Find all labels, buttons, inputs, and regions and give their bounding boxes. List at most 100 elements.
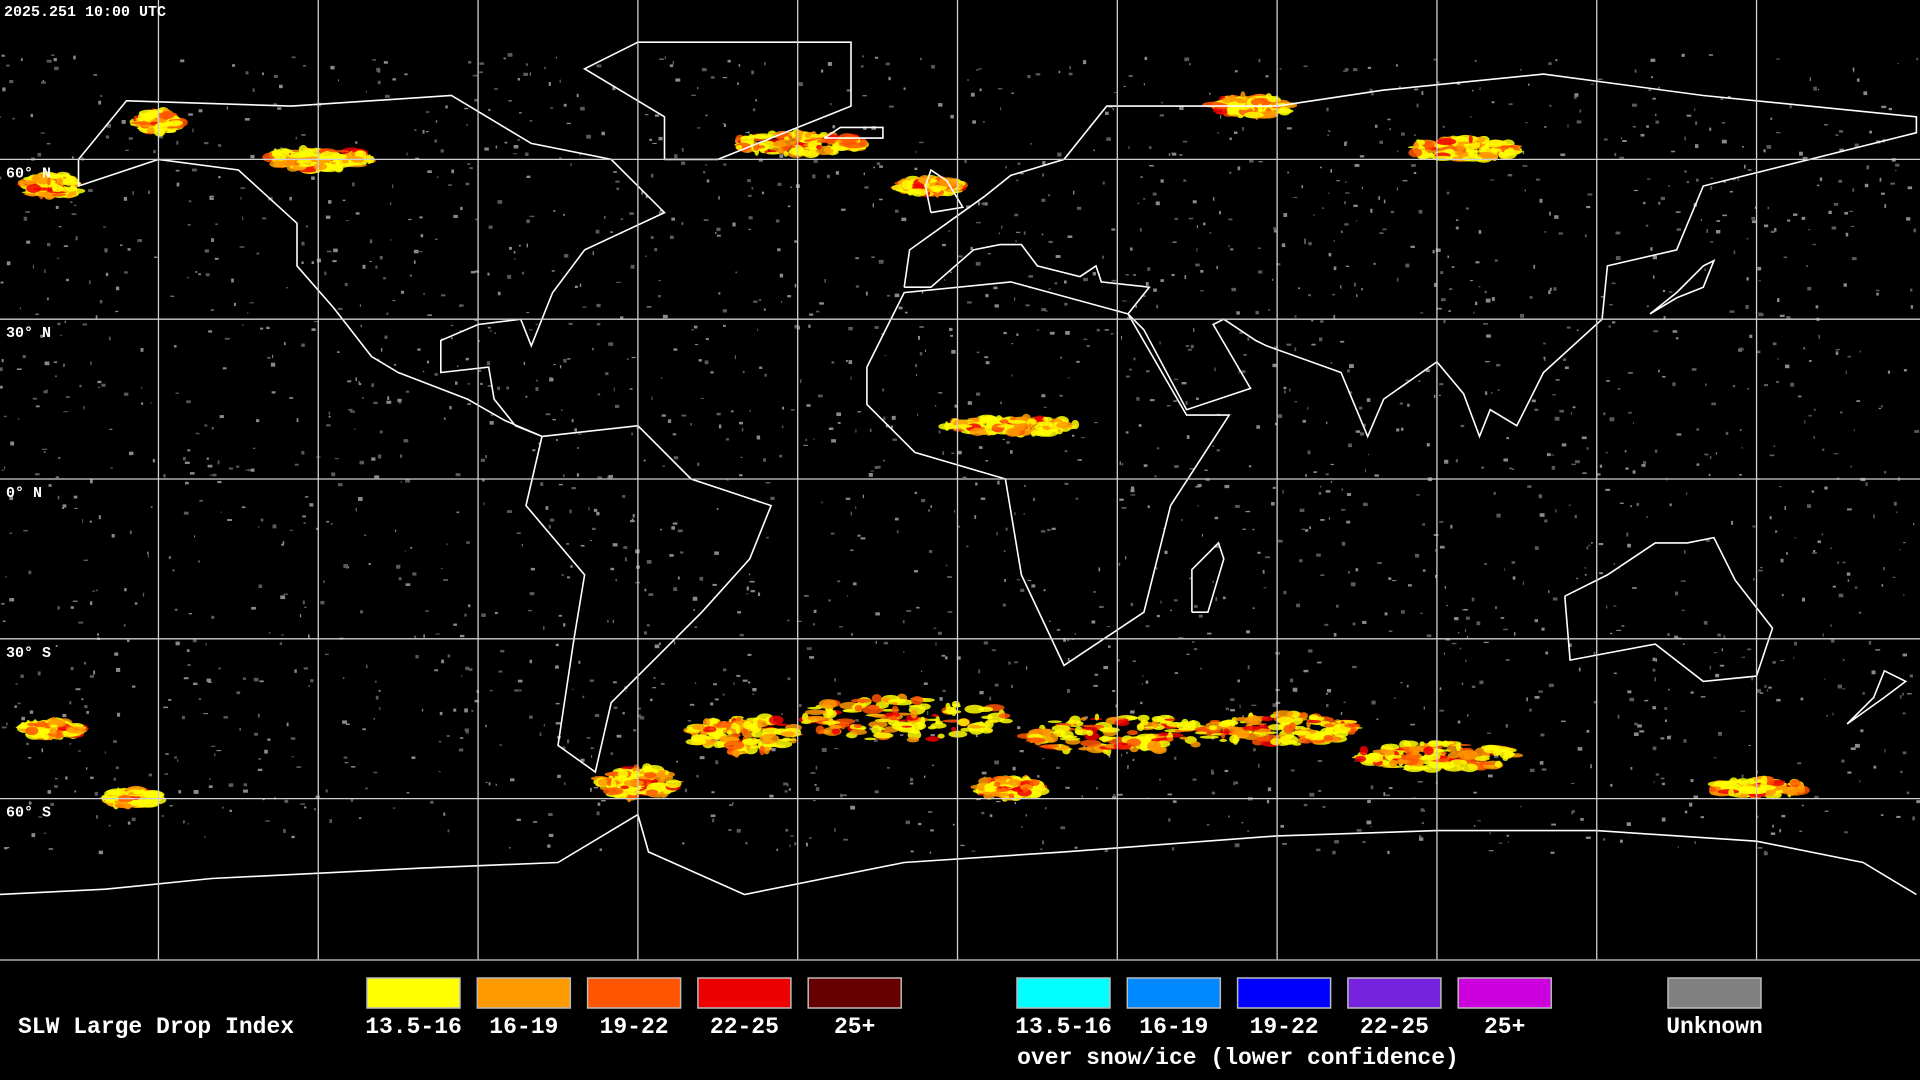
unknown-cloud: [373, 401, 378, 405]
unknown-cloud: [1483, 323, 1488, 325]
cloud-patch: [1423, 753, 1441, 761]
unknown-cloud: [1251, 704, 1257, 707]
unknown-cloud: [0, 116, 1, 118]
unknown-cloud: [1063, 280, 1067, 284]
unknown-cloud: [1584, 573, 1587, 576]
unknown-cloud: [570, 564, 573, 568]
unknown-cloud: [105, 272, 109, 277]
unknown-cloud: [1137, 202, 1140, 205]
unknown-cloud: [1655, 658, 1658, 662]
unknown-cloud: [1115, 704, 1117, 708]
cloud-patch: [1401, 754, 1420, 762]
unknown-cloud: [947, 576, 952, 578]
unknown-cloud: [15, 683, 19, 685]
unknown-cloud: [1776, 58, 1780, 60]
unknown-cloud: [1130, 486, 1135, 490]
unknown-cloud: [1230, 248, 1234, 251]
unknown-cloud: [1383, 792, 1386, 796]
unknown-cloud: [1183, 179, 1187, 182]
unknown-cloud: [267, 738, 271, 741]
cloud-patch: [1461, 763, 1478, 773]
unknown-cloud: [412, 572, 417, 576]
cloud-patch: [1008, 778, 1021, 787]
unknown-cloud: [1667, 633, 1670, 637]
unknown-cloud: [1866, 165, 1870, 170]
cloud-patch: [1137, 714, 1150, 722]
unknown-cloud: [1696, 428, 1700, 431]
unknown-cloud: [1149, 399, 1155, 402]
unknown-cloud: [1689, 802, 1693, 807]
unknown-cloud: [1048, 240, 1053, 244]
cloud-patch: [1101, 735, 1109, 743]
unknown-cloud: [1160, 279, 1164, 282]
unknown-cloud: [878, 259, 884, 264]
unknown-cloud: [993, 286, 998, 290]
cloud-patch: [804, 132, 811, 138]
unknown-cloud: [198, 273, 201, 276]
unknown-cloud: [529, 120, 533, 122]
unknown-cloud: [1700, 816, 1705, 819]
unknown-cloud: [420, 234, 424, 238]
unknown-cloud: [247, 312, 249, 314]
unknown-cloud: [141, 402, 144, 405]
unknown-cloud: [1800, 697, 1804, 701]
unknown-cloud: [1064, 302, 1068, 306]
unknown-cloud: [187, 664, 191, 667]
unknown-cloud: [1028, 275, 1033, 278]
unknown-cloud: [1551, 823, 1556, 826]
unknown-cloud: [50, 802, 55, 806]
unknown-cloud: [1084, 716, 1088, 719]
unknown-cloud: [1650, 58, 1656, 62]
unknown-cloud: [1102, 255, 1104, 259]
unknown-cloud: [595, 229, 600, 234]
unknown-cloud: [357, 496, 363, 501]
unknown-cloud: [881, 333, 883, 335]
unknown-cloud: [1711, 402, 1716, 406]
unknown-cloud: [224, 337, 230, 340]
cloud-patch: [945, 702, 951, 709]
unknown-cloud: [229, 809, 233, 812]
unknown-cloud: [1675, 337, 1679, 340]
unknown-cloud: [330, 522, 333, 525]
unknown-cloud: [901, 217, 907, 222]
unknown-cloud: [582, 306, 587, 308]
unknown-cloud: [1584, 234, 1587, 238]
unknown-cloud: [277, 107, 282, 110]
unknown-cloud: [124, 588, 127, 592]
unknown-cloud: [371, 457, 376, 461]
unknown-cloud: [809, 313, 814, 316]
unknown-cloud: [1031, 584, 1036, 588]
unknown-cloud: [525, 63, 528, 66]
unknown-cloud: [1812, 551, 1817, 554]
unknown-cloud: [5, 722, 8, 726]
unknown-cloud: [1121, 462, 1124, 466]
unknown-cloud: [1653, 330, 1659, 333]
unknown-cloud: [815, 787, 820, 792]
cloud-patch: [891, 721, 912, 731]
cloud-patch: [1005, 428, 1021, 437]
unknown-cloud: [123, 392, 129, 396]
unknown-cloud: [1824, 124, 1828, 126]
unknown-cloud: [596, 303, 601, 308]
unknown-cloud: [996, 800, 1001, 803]
unknown-cloud: [1696, 178, 1699, 182]
unknown-cloud: [82, 323, 88, 326]
unknown-cloud: [1370, 93, 1374, 96]
cloud-patch: [1728, 788, 1735, 797]
unknown-cloud: [1333, 266, 1337, 271]
unknown-cloud: [517, 139, 521, 141]
unknown-cloud: [710, 702, 714, 706]
cloud-patch: [1417, 139, 1426, 146]
unknown-cloud: [1001, 225, 1003, 229]
unknown-cloud: [1332, 850, 1336, 855]
unknown-cloud: [1353, 204, 1358, 207]
unknown-cloud: [994, 683, 999, 687]
unknown-cloud: [22, 355, 26, 359]
unknown-cloud: [596, 511, 600, 516]
unknown-cloud: [65, 396, 70, 398]
unknown-cloud: [1168, 818, 1171, 822]
cloud-patch: [726, 748, 733, 755]
unknown-cloud: [1883, 567, 1885, 571]
unknown-cloud: [258, 525, 260, 528]
unknown-cloud: [693, 325, 698, 329]
